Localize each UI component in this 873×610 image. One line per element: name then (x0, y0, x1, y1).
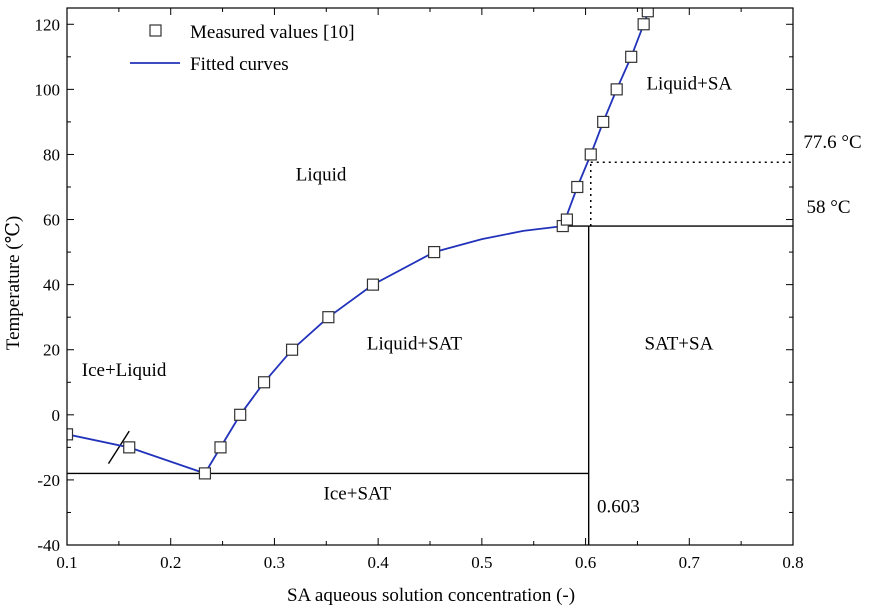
region-label-2: Liquid+SAT (367, 334, 463, 355)
y-tick-label-5: 60 (43, 211, 60, 230)
x-tick-label-1: 0.2 (160, 553, 181, 572)
y-tick-label-1: -20 (37, 471, 60, 490)
measured-point-11 (560, 213, 574, 226)
region-label-3: SAT+SA (645, 334, 714, 355)
annotation-label-2: 0.603 (597, 496, 640, 517)
annotation-label-0: 77.6 °C (803, 132, 861, 153)
legend-measured-label: Measured values [10] (190, 22, 355, 43)
y-tick-label-6: 80 (43, 145, 60, 164)
measured-point-2 (198, 467, 212, 480)
region-label-5: Ice+SAT (324, 483, 392, 504)
fitted-curve-0 (67, 433, 206, 475)
measured-point-4 (234, 408, 247, 421)
legend: Measured values [10] Fitted curves (130, 22, 355, 75)
measured-point-3 (214, 441, 227, 454)
y-tick-label-7: 100 (35, 80, 61, 99)
slash-mark (107, 430, 130, 465)
region-label-0: Liquid+SA (646, 73, 732, 94)
x-tick-label-5: 0.6 (575, 553, 596, 572)
measured-point-13 (584, 148, 597, 161)
y-tick-label-2: 0 (52, 406, 61, 425)
x-axis-title: SA aqueous solution concentration (-) (287, 585, 575, 606)
x-tick-label-0: 0.1 (56, 553, 77, 572)
legend-measured-marker (149, 24, 162, 37)
axes: 77.6 °C 58 °C 0.603 0.1 0.2 0.3 0.4 0.5 0.6 0.7 0.… (35, 7, 862, 572)
y-tick-label-3: 20 (43, 341, 60, 360)
y-tick-label-8: 120 (35, 15, 61, 34)
region-label-1: Liquid (296, 164, 347, 185)
measured-point-8 (366, 278, 380, 291)
annotation-label-1: 58 °C (806, 197, 850, 218)
y-axis-title: Temperature (℃) (3, 216, 24, 350)
x-tick-label-3: 0.4 (368, 553, 390, 572)
measured-point-12 (571, 180, 584, 194)
measured-point-15 (610, 83, 623, 96)
measured-point-1 (123, 441, 136, 454)
measured-point-14 (597, 115, 610, 129)
measured-point-17 (637, 18, 650, 31)
region-label-4: Ice+Liquid (82, 360, 167, 381)
measured-point-9 (428, 245, 441, 259)
measured-point-18 (641, 8, 654, 18)
x-tick-label-6: 0.7 (679, 553, 701, 572)
y-tick-label-0: -40 (37, 536, 60, 555)
x-tick-label-2: 0.3 (264, 553, 285, 572)
x-tick-label-7: 0.8 (782, 553, 803, 572)
measured-point-0 (67, 428, 74, 441)
measured-point-5 (257, 376, 271, 389)
x-tick-label-4: 0.5 (471, 553, 492, 572)
y-tick-label-4: 40 (43, 276, 60, 295)
measured-point-7 (322, 311, 335, 324)
measured-point-6 (285, 343, 299, 356)
measured-point-16 (625, 50, 638, 63)
legend-fitted-label: Fitted curves (190, 54, 289, 75)
plot-area: Liquid+SA Liquid Liquid+SAT SAT+SA Ice+Liqui… (67, 8, 793, 545)
